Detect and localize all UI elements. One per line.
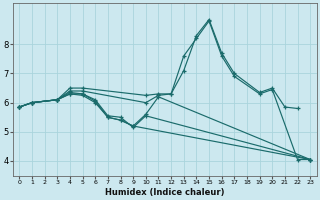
X-axis label: Humidex (Indice chaleur): Humidex (Indice chaleur) xyxy=(105,188,225,197)
